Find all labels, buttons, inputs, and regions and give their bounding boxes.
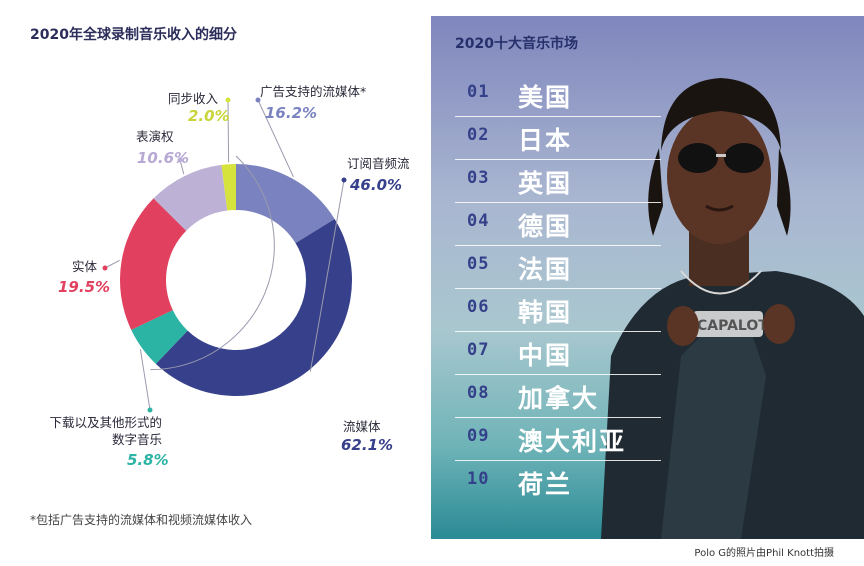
- leader-lines: [102, 97, 347, 413]
- market-rank: 08: [467, 383, 490, 403]
- donut-slice-4: [153, 164, 228, 231]
- artist-photo: CAPALOT G: [601, 78, 864, 539]
- leader-line-3: [104, 259, 120, 269]
- leader-dot-3: [102, 265, 108, 271]
- label-performance-rights: 表演权: [136, 129, 174, 144]
- row-divider: [455, 288, 661, 289]
- row-divider: [455, 374, 661, 375]
- top-markets-panel: 2020十大音乐市场 CAPALOT G 01 美国 02 日本 03 英国 04 德国…: [431, 16, 864, 539]
- streaming-bracket: [150, 155, 275, 371]
- row-divider: [455, 245, 661, 246]
- leader-line-0: [257, 99, 294, 178]
- leader-line-2: [139, 349, 151, 411]
- donut-slice-5: [221, 164, 236, 211]
- market-name: 荷兰: [518, 470, 573, 499]
- value-physical: 19.5%: [58, 278, 111, 296]
- market-name: 加拿大: [518, 384, 600, 413]
- market-name: 法国: [518, 255, 573, 284]
- footnote: *包括广告支持的流媒体和视频流媒体收入: [30, 513, 253, 527]
- value-sync-revenue: 2.0%: [188, 107, 230, 125]
- label-ad-supported-streaming: 广告支持的流媒体*: [260, 84, 367, 99]
- market-rank: 02: [467, 125, 490, 145]
- photo-credit: Polo G的照片由Phil Knott拍摄: [694, 548, 834, 559]
- market-rank: 09: [467, 426, 490, 446]
- market-name: 日本: [518, 126, 573, 155]
- market-name: 英国: [518, 169, 573, 198]
- market-row: 07 中国: [455, 332, 661, 375]
- market-rank: 06: [467, 297, 490, 317]
- label-physical: 实体: [72, 259, 98, 274]
- market-rank: 03: [467, 168, 490, 188]
- value-downloads: 5.8%: [127, 451, 169, 469]
- leader-dot-0: [255, 97, 261, 103]
- market-rank: 01: [467, 82, 490, 102]
- panel-title: 2020十大音乐市场: [455, 36, 578, 52]
- market-row: 05 法国: [455, 246, 661, 289]
- market-name: 美国: [518, 83, 573, 112]
- row-divider: [455, 202, 661, 203]
- market-row: 02 日本: [455, 117, 661, 160]
- value-subscription-audio: 46.0%: [350, 176, 403, 194]
- chart-title: 2020年全球录制音乐收入的细分: [30, 27, 237, 43]
- label-streaming-total: 流媒体: [343, 419, 381, 434]
- pendant-text: CAPALOT G: [697, 318, 784, 334]
- market-name: 中国: [518, 341, 573, 370]
- market-row: 04 德国: [455, 203, 661, 246]
- donut-slice-0: [236, 164, 335, 244]
- label-sync-revenue: 同步收入: [168, 91, 219, 106]
- donut-slice-1: [155, 218, 352, 396]
- row-divider: [455, 159, 661, 160]
- market-row: 01 美国: [455, 74, 661, 117]
- donut-slice-2: [131, 310, 188, 364]
- market-rank: 04: [467, 211, 490, 231]
- market-name: 澳大利亚: [518, 427, 627, 456]
- leader-line-1: [309, 179, 345, 372]
- leader-dot-4: [177, 157, 183, 163]
- market-name: 德国: [518, 212, 573, 241]
- donut-chart: [102, 97, 352, 413]
- label-subscription-audio: 订阅音频流: [347, 156, 410, 171]
- row-divider: [455, 331, 661, 332]
- market-row: 10 荷兰: [455, 461, 661, 504]
- donut-slice-3: [119, 198, 187, 330]
- market-row: 06 韩国: [455, 289, 661, 332]
- market-rank: 07: [467, 340, 490, 360]
- leader-line-5: [227, 99, 230, 163]
- market-name: 韩国: [518, 298, 573, 327]
- leader-dot-2: [147, 407, 153, 413]
- market-row: 08 加拿大: [455, 375, 661, 418]
- label-downloads: 下载以及其他形式的数字音乐: [49, 415, 162, 447]
- market-row: 09 澳大利亚: [455, 418, 661, 461]
- donut-slices: [119, 164, 352, 396]
- leader-dot-1: [341, 177, 347, 183]
- value-performance-rights: 10.6%: [137, 149, 190, 167]
- leader-dot-5: [225, 97, 231, 103]
- market-rank: 05: [467, 254, 490, 274]
- value-ad-supported-streaming: 16.2%: [265, 104, 318, 122]
- row-divider: [455, 460, 661, 461]
- row-divider: [455, 116, 661, 117]
- market-row: 03 英国: [455, 160, 661, 203]
- value-streaming-total: 62.1%: [341, 436, 394, 454]
- market-rank: 10: [467, 469, 490, 489]
- row-divider: [455, 417, 661, 418]
